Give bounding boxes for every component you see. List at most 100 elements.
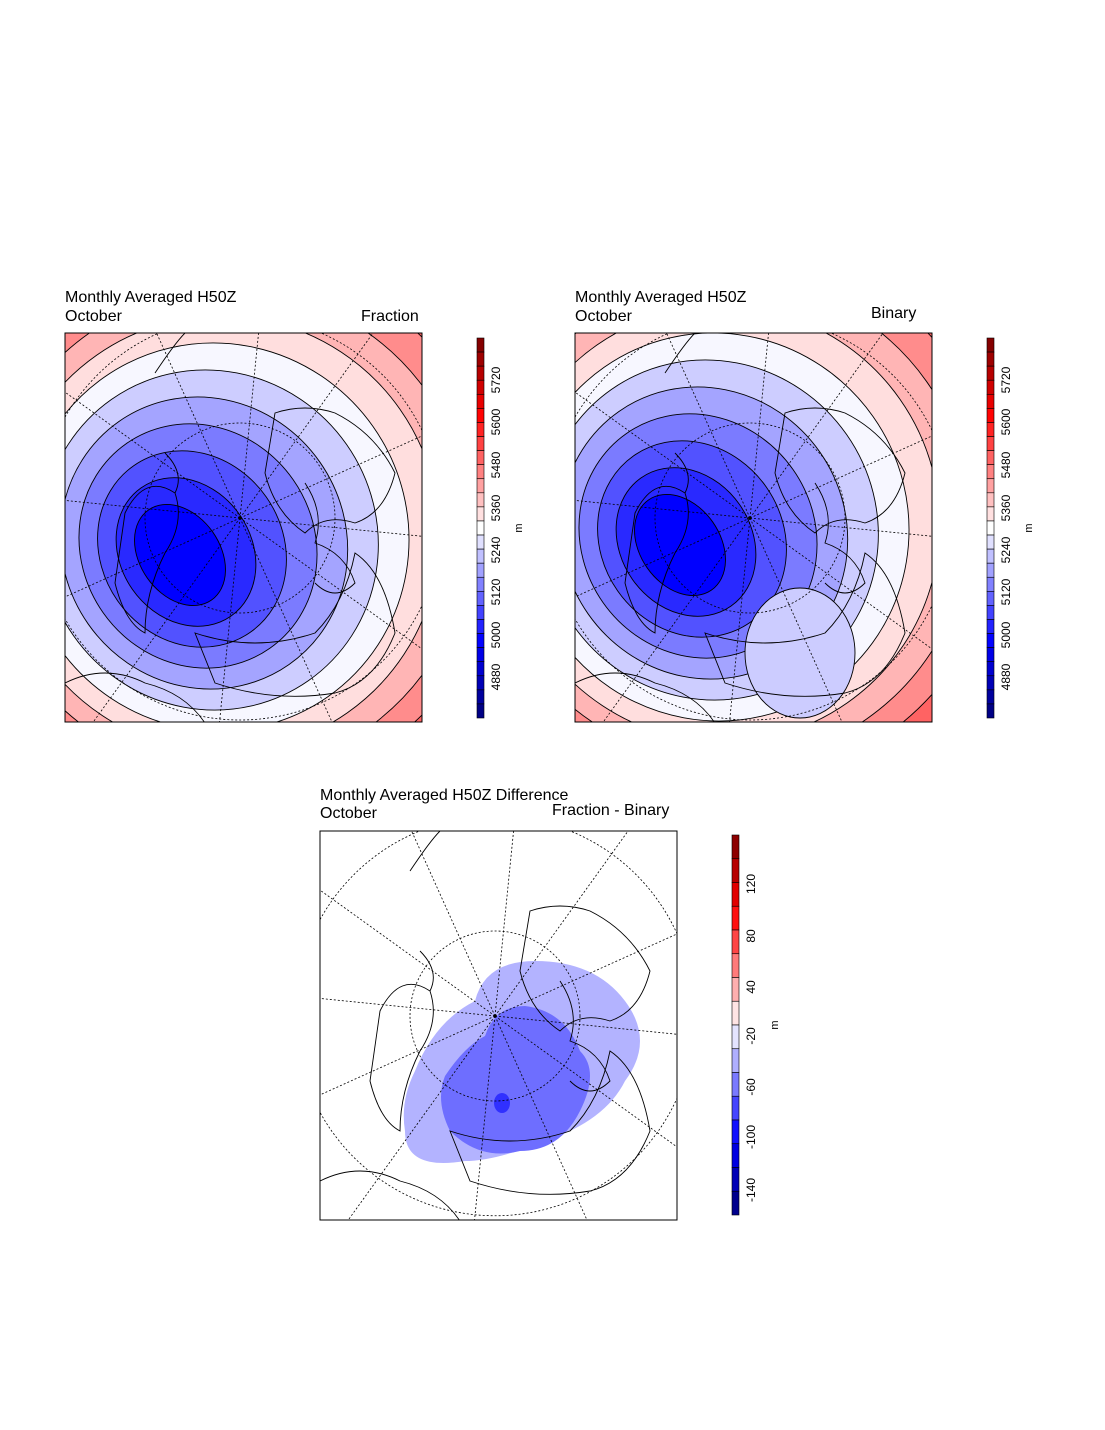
colorbar-box xyxy=(986,661,995,677)
colorbar-box xyxy=(986,703,995,719)
colorbar-box xyxy=(731,1072,740,1097)
colorbar-box xyxy=(476,647,485,663)
meridian-line xyxy=(239,517,422,537)
latitude-circle xyxy=(409,930,581,1102)
colorbar-box xyxy=(986,562,995,578)
meridian-line xyxy=(575,500,751,519)
colorbar-box xyxy=(476,703,485,719)
colorbar-box xyxy=(476,619,485,634)
colorbar-box xyxy=(986,548,995,564)
colorbar-box xyxy=(476,576,485,592)
coastline xyxy=(409,831,441,992)
map-panel-3 xyxy=(319,830,678,1221)
meridian-line xyxy=(239,333,259,519)
colorbar-box xyxy=(731,1095,740,1121)
coastline xyxy=(304,482,356,594)
meridian-line xyxy=(602,517,751,722)
colorbar-box xyxy=(986,492,995,508)
latitude-circle xyxy=(654,422,846,614)
colorbar-box xyxy=(986,675,995,691)
meridian-line xyxy=(494,1015,588,1220)
colorbar-box xyxy=(476,506,485,522)
coastline xyxy=(624,485,689,634)
colorbar-box xyxy=(731,953,740,978)
colorbar-box xyxy=(476,492,485,508)
colorbar-box xyxy=(476,548,485,564)
colorbar-box xyxy=(476,520,485,536)
colorbar-tick-label: 5000 xyxy=(489,621,503,648)
colorbar-tick-label: 5480 xyxy=(489,451,503,478)
graticule xyxy=(575,333,932,722)
map-frame xyxy=(319,830,678,1221)
colorbar-tick-label: 5720 xyxy=(999,366,1013,393)
meridian-line xyxy=(494,933,677,1017)
colorbar-box xyxy=(731,882,740,907)
colorbar-tick-label: -140 xyxy=(744,1178,758,1202)
contour-region xyxy=(441,1006,590,1154)
colorbar-box xyxy=(986,408,995,423)
contour-fill xyxy=(320,831,677,1220)
coastlines xyxy=(575,333,906,722)
meridian-line xyxy=(156,333,241,519)
colorbar-box xyxy=(986,605,995,620)
coastline xyxy=(704,552,906,697)
meridian-line xyxy=(749,517,932,650)
colorbar-tick-label: -100 xyxy=(744,1125,758,1149)
meridian-line xyxy=(92,517,241,722)
colorbar-box xyxy=(476,337,485,353)
colorbar-tick-label: 5240 xyxy=(999,536,1013,563)
meridian-line xyxy=(239,333,374,519)
colorbar-box xyxy=(986,393,995,409)
colorbar-tick-label: 5720 xyxy=(489,366,503,393)
colorbar-box xyxy=(476,534,485,550)
latitude-circle xyxy=(320,831,677,1217)
coastlines xyxy=(65,333,396,722)
coastline xyxy=(774,407,906,534)
colorbar-box xyxy=(731,1167,740,1192)
colorbar-tick-label: 5360 xyxy=(999,494,1013,521)
panel2-subtitle: October xyxy=(575,308,632,325)
colorbar-box xyxy=(731,1000,740,1026)
graticule xyxy=(320,831,677,1220)
colorbar-box xyxy=(986,351,995,367)
colorbar-3 xyxy=(731,834,740,1216)
meridian-line xyxy=(666,333,751,519)
panel2-right-label: Binary xyxy=(871,305,917,322)
latitude-circle xyxy=(575,333,932,721)
coastline xyxy=(194,552,396,697)
colorbar-box xyxy=(476,365,485,381)
colorbar-box xyxy=(476,450,485,465)
colorbar-box xyxy=(986,633,995,648)
colorbar-box xyxy=(731,929,740,955)
colorbar-box xyxy=(986,520,995,536)
colorbar-tick-label: -20 xyxy=(744,1027,758,1045)
coastline xyxy=(664,333,696,494)
meridian-line xyxy=(749,333,884,519)
colorbar-tick-label: 5360 xyxy=(489,494,503,521)
colorbar-tick-label: 4880 xyxy=(489,663,503,690)
colorbar-units: m xyxy=(513,523,525,532)
colorbar-box xyxy=(986,591,995,606)
colorbar-tick-label: 120 xyxy=(744,874,758,894)
colorbar-box xyxy=(476,393,485,409)
colorbar-tick-label: 5600 xyxy=(489,408,503,435)
map-panel-2 xyxy=(574,332,933,723)
colorbar-box xyxy=(476,408,485,423)
meridian-line xyxy=(65,500,241,519)
colorbar-tick-label: 5480 xyxy=(999,451,1013,478)
colorbar-box xyxy=(476,379,485,395)
colorbar-box xyxy=(731,1190,740,1216)
colorbar-box xyxy=(476,633,485,648)
map-panel-1 xyxy=(64,332,423,723)
colorbar-tick-label: 4880 xyxy=(999,663,1013,690)
coastline xyxy=(559,980,611,1092)
coastline xyxy=(814,482,866,594)
panel2-title: Monthly Averaged H50Z xyxy=(575,289,747,306)
contour-region xyxy=(494,1093,510,1113)
colorbar-box xyxy=(731,1048,740,1073)
colorbar-tick-label: 5240 xyxy=(489,536,503,563)
coastlines xyxy=(320,831,651,1220)
coastline xyxy=(369,983,434,1132)
colorbar-box xyxy=(476,464,485,480)
